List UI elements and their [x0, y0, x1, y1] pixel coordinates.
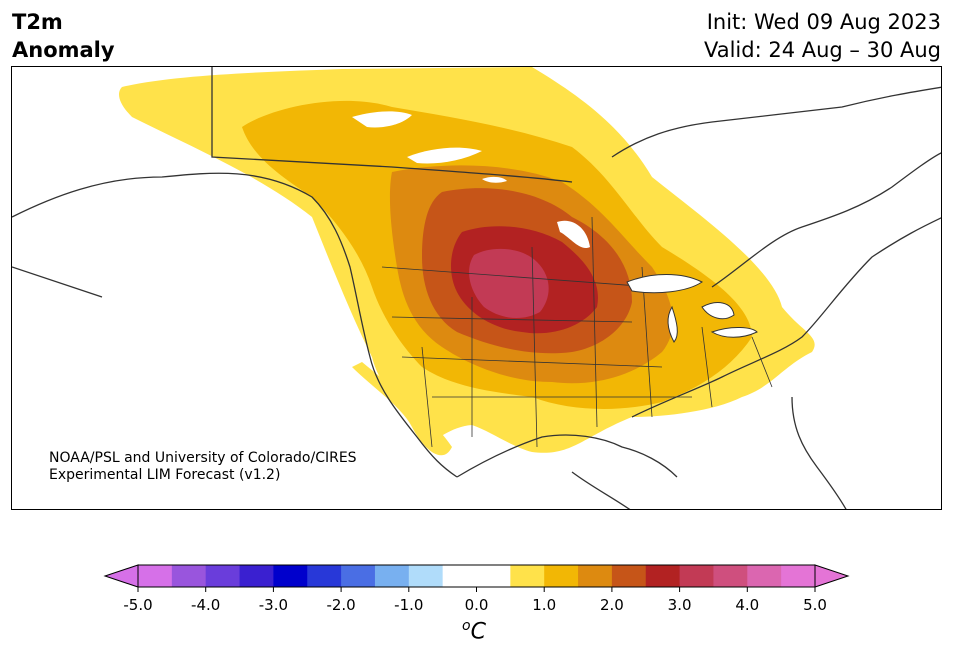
colorbar-cell	[239, 565, 274, 587]
map-title-line2: Anomaly	[12, 38, 115, 62]
colorbar-cell	[205, 565, 241, 587]
colorbar-tick-label: 3.0	[668, 596, 692, 614]
colorbar-tick-label: -4.0	[191, 596, 220, 614]
colorbar-cell	[273, 565, 308, 587]
colorbar-cell	[476, 565, 511, 587]
colorbar-cell	[408, 565, 444, 587]
colorbar-tick-label: -3.0	[259, 596, 288, 614]
colorbar-tick-label: -5.0	[123, 596, 152, 614]
unit-degree: o	[462, 618, 471, 634]
lake-shape	[557, 220, 590, 249]
valid-range: Valid: 24 Aug – 30 Aug	[703, 38, 941, 62]
anomaly-contours	[119, 67, 815, 456]
colorbar-cell	[645, 565, 681, 587]
colorbar-cell	[510, 565, 545, 587]
coastlines	[12, 67, 941, 509]
colorbar-tick-label: -2.0	[326, 596, 355, 614]
colorbar-cell	[171, 565, 207, 587]
map-title-line1: T2m	[12, 10, 63, 34]
colorbar-tick-label: 0.0	[465, 596, 489, 614]
colorbar-cell	[679, 565, 714, 587]
state-borders	[381, 216, 773, 448]
lake-shape	[482, 176, 507, 183]
colorbar-cell	[341, 565, 376, 587]
lake-shape	[407, 147, 482, 164]
colorbar-cell	[442, 565, 477, 587]
colorbar-arrow-right	[814, 564, 850, 588]
colorbar-cell	[374, 565, 410, 587]
colorbar-cell	[611, 565, 647, 587]
contour-6c	[469, 248, 549, 319]
colorbar-unit: oC	[462, 618, 486, 644]
forecast-dates: Init: Wed 09 Aug 2023 Valid: 24 Aug – 30…	[704, 8, 941, 64]
map-svg	[12, 67, 941, 509]
colorbar-tick-label: 1.0	[532, 596, 556, 614]
credit-line1: NOAA/PSL and University of Colorado/CIRE…	[49, 450, 357, 466]
lake-shape	[352, 111, 412, 128]
map-title: T2m Anomaly	[12, 8, 115, 64]
great-lakes	[626, 274, 758, 343]
colorbar-cell	[713, 565, 748, 587]
colorbar-tick-label: 5.0	[803, 596, 827, 614]
colorbar-ticks: -5.0 -4.0 -3.0 -2.0 -1.0 0.0 1.0 2.0 3.0 4.0 5.0	[123, 587, 827, 614]
init-date: Init: Wed 09 Aug 2023	[706, 10, 941, 34]
colorbar-cell	[578, 565, 613, 587]
colorbar-cell	[138, 565, 173, 587]
colorbar-arrow-left	[103, 564, 139, 588]
colorbar-tick-label: 2.0	[600, 596, 624, 614]
colorbar-tick-label: -1.0	[394, 596, 423, 614]
credit-text: NOAA/PSL and University of Colorado/CIRE…	[49, 450, 357, 484]
colorbar-cell	[544, 565, 579, 587]
credit-line2: Experimental LIM Forecast (v1.2)	[49, 467, 281, 483]
contour-1c-west	[352, 362, 452, 456]
colorbar-cells	[138, 565, 816, 587]
anomaly-map	[11, 66, 942, 510]
colorbar-cell	[781, 565, 816, 587]
unit-letter: C	[470, 619, 486, 645]
colorbar-cell	[307, 565, 342, 587]
colorbar-cell	[747, 565, 782, 587]
colorbar: -5.0 -4.0 -3.0 -2.0 -1.0 0.0 1.0 2.0 3.0 4.0 5.0	[103, 564, 850, 614]
colorbar-tick-label: 4.0	[735, 596, 759, 614]
